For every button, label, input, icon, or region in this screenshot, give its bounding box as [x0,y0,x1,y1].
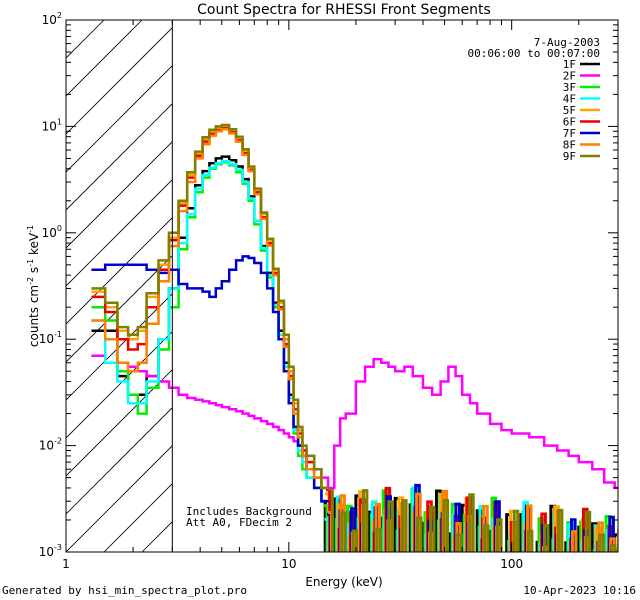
hatch-line [66,27,173,135]
hatch-line [66,369,173,477]
legend-label-1F: 1F [563,58,576,71]
series-9F [91,123,329,490]
footer-timestamp: 10-Apr-2023 10:16 [523,584,636,597]
x-tick-label: 10 [281,557,296,571]
y-label-end: keV [27,232,41,259]
chart-title: Count Spectra for RHESSI Front Segments [197,2,491,18]
y-tick-label: 102 [42,11,62,27]
y-label-exp1: -2 [26,277,35,285]
hatch-line [66,331,173,439]
hatch-line [66,20,105,59]
annotation-attenuator: Att A0, FDecim 2 [186,516,292,529]
y-label-mid: s [27,267,41,277]
legend-label-6F: 6F [563,116,576,129]
legend-label-4F: 4F [563,93,576,106]
excluded-energy-hatch [66,20,173,552]
x-tick-label: 1 [62,557,70,571]
x-axis-label: Energy (keV) [305,575,382,589]
y-tick-label: 100 [42,224,62,240]
y-tick-label: 10-1 [39,330,62,346]
legend-label-2F: 2F [563,70,576,83]
y-tick-label: 10-3 [39,543,62,559]
legend-label-5F: 5F [563,104,576,117]
legend-label-7F: 7F [563,127,576,140]
hatch-line [66,103,173,211]
y-label-base: counts cm [27,285,41,347]
time-range-label: 00:06:00 to 00:07:00 [468,47,600,60]
annotation-background: Includes Background [186,505,312,518]
hatch-line [66,141,173,249]
y-label-exp2: -1 [26,259,35,267]
hatch-line [66,407,173,515]
hatch-line [66,445,173,552]
x-tick-label: 100 [500,557,523,571]
axis-ticks: 1 10 100 10-3 10-2 10-1 100 101 102 [39,11,619,571]
legend-label-9F: 9F [563,150,576,163]
footer-generator: Generated by hsi_min_spectra_plot.pro [2,584,247,597]
legend-label-8F: 8F [563,139,576,152]
hatch-line [103,483,173,552]
plot-frame [65,19,619,553]
hatch-line [66,255,173,363]
hatch-line [66,179,173,287]
hatch-line [66,20,143,97]
series-layer [91,123,618,552]
legend-label-3F: 3F [563,81,576,94]
hatch-line [66,217,173,325]
y-tick-label: 101 [42,117,62,133]
series-4F [91,160,329,503]
y-label-exp3: -1 [26,225,35,233]
y-tick-label: 10-2 [39,437,62,453]
date-label: 7-Aug-2003 [534,36,600,49]
hatch-line [66,65,173,173]
series-2F [91,354,618,490]
series-noise-9F [328,487,617,552]
y-axis-label: counts cm-2 s-1 keV-1 [26,225,41,347]
